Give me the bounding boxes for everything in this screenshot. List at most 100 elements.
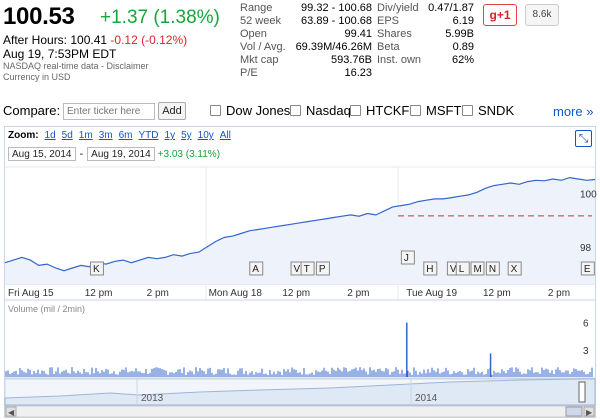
navigator-handle[interactable] <box>578 381 586 403</box>
end-date-field[interactable]: Aug 19, 2014 <box>87 147 155 161</box>
range-navigator[interactable]: 2013 2014 <box>4 378 596 406</box>
after-hours: After Hours: 100.41 -0.12 (-0.12%) <box>3 33 187 47</box>
event-marker[interactable]: K <box>89 261 104 276</box>
event-marker[interactable]: M <box>470 261 485 276</box>
event-marker[interactable]: H <box>423 261 438 276</box>
compare-htckf-label: HTCKF <box>366 103 410 118</box>
date-range-separator: - <box>79 148 84 160</box>
compare-nasdaq-label: Nasdaq <box>306 103 351 118</box>
y-tick-label: 98 <box>580 243 592 254</box>
currency-note: Currency in USD <box>3 72 71 82</box>
zoom-6m[interactable]: 6m <box>118 130 133 141</box>
stat-div-yield: Div/yield 0.47/1.87 <box>377 2 474 14</box>
x-tick-label: 12 pm <box>282 288 310 299</box>
event-marker[interactable]: N <box>485 261 500 276</box>
stat-shares: Shares 5.99B <box>377 28 474 40</box>
zoom-3m[interactable]: 3m <box>98 130 113 141</box>
x-tick-label: 2 pm <box>548 288 570 299</box>
x-tick-label: 12 pm <box>483 288 511 299</box>
svg-text:▶: ▶ <box>586 408 593 417</box>
start-date-field[interactable]: Aug 15, 2014 <box>8 147 76 161</box>
date-range: Aug 15, 2014- Aug 19, 2014 +3.03 (3.11%) <box>8 147 220 161</box>
zoom-5d[interactable]: 5d <box>61 130 73 141</box>
zoom-bar: Zoom: 1d 5d 1m 3m 6m YTD 1y 5y 10y All <box>8 130 231 141</box>
stats-right: Div/yield 0.47/1.87 EPS 6.19 Shares 5.99B B… <box>377 2 474 70</box>
after-hours-label: After Hours: <box>3 33 68 47</box>
svg-text:T: T <box>304 264 310 275</box>
svg-text:P: P <box>319 264 326 275</box>
svg-text:X: X <box>511 264 518 275</box>
svg-text:M: M <box>474 264 482 275</box>
scroll-left-arrow-icon[interactable] <box>5 406 17 417</box>
price-area <box>5 177 595 284</box>
stat-beta: Beta 0.89 <box>377 41 474 53</box>
svg-text:N: N <box>489 264 496 275</box>
checkbox-sndk[interactable] <box>462 105 473 116</box>
zoom-all[interactable]: All <box>219 130 231 141</box>
x-tick-label: Fri Aug 15 <box>8 288 54 299</box>
scroll-thumb[interactable] <box>565 406 583 417</box>
zoom-5y[interactable]: 5y <box>181 130 192 141</box>
y-tick-label: 100 <box>580 190 597 201</box>
scroll-right-arrow-icon[interactable] <box>583 406 595 417</box>
gplus-count: 8.6k <box>525 4 559 26</box>
more-tickers-link[interactable]: more » <box>553 104 594 119</box>
compare-msft-label: MSFT <box>426 103 462 118</box>
zoom-ytd[interactable]: YTD <box>138 130 159 141</box>
svg-text:A: A <box>252 264 259 275</box>
zoom-label: Zoom: <box>8 130 39 141</box>
event-marker[interactable]: P <box>315 261 330 276</box>
range-change: +3.03 (3.11%) <box>157 149 221 160</box>
stat-market-cap: Mkt cap 593.76B <box>240 54 372 66</box>
stat-pe: P/E 16.23 <box>240 67 372 79</box>
stat-inst-own: Inst. own 62% <box>377 54 474 66</box>
volume-y-tick: 3 <box>583 346 589 357</box>
svg-text:V: V <box>450 264 457 275</box>
svg-text:E: E <box>584 264 591 275</box>
event-marker[interactable]: T <box>300 261 315 276</box>
stats-left: Range 99.32 - 100.68 52 week 63.89 - 100.6… <box>240 2 372 82</box>
event-marker[interactable]: L <box>455 261 470 276</box>
after-hours-change: -0.12 (-0.12%) <box>110 33 188 47</box>
event-marker[interactable]: A <box>249 261 264 276</box>
checkbox-dow-jones[interactable] <box>210 105 221 116</box>
price-change: +1.37 (1.38%) <box>100 7 220 28</box>
event-marker[interactable]: J <box>400 250 415 265</box>
svg-text:K: K <box>93 264 100 275</box>
volume-label: Volume (mil / 2min) <box>8 304 85 314</box>
compare-sndk-label: SNDK <box>478 103 515 118</box>
compare-ticker-input[interactable] <box>63 103 155 120</box>
compare-label: Compare: <box>3 103 61 118</box>
gplus-button[interactable]: g+1 <box>483 4 517 26</box>
after-hours-price: 100.41 <box>70 33 108 47</box>
volume-y-tick: 6 <box>583 319 589 330</box>
x-tick-label: 12 pm <box>85 288 113 299</box>
x-tick-label: 2 pm <box>147 288 169 299</box>
add-ticker-button[interactable]: Add <box>158 102 186 120</box>
navigator-label-2013: 2013 <box>141 393 164 404</box>
event-marker[interactable]: X <box>507 261 522 276</box>
stat-volume: Vol / Avg. 69.39M/46.26M <box>240 41 372 53</box>
navigator-label-2014: 2014 <box>415 393 438 404</box>
data-source[interactable]: NASDAQ real-time data - Disclaimer <box>3 61 149 71</box>
checkbox-nasdaq[interactable] <box>290 105 301 116</box>
stat-range: Range 99.32 - 100.68 <box>240 2 372 14</box>
quote-datetime: Aug 19, 7:53PM EDT <box>3 47 117 61</box>
checkbox-msft[interactable] <box>410 105 421 116</box>
chart-scrollbar[interactable]: ◀ ▶ <box>4 405 596 418</box>
event-marker[interactable]: E <box>580 261 595 276</box>
svg-text:V: V <box>294 264 301 275</box>
zoom-1m[interactable]: 1m <box>78 130 93 141</box>
svg-text:H: H <box>426 264 433 275</box>
checkbox-htckf[interactable] <box>350 105 361 116</box>
stat-open: Open 99.41 <box>240 28 372 40</box>
stock-price: 100.53 <box>3 3 75 30</box>
stat-eps: EPS 6.19 <box>377 15 474 27</box>
zoom-10y[interactable]: 10y <box>197 130 214 141</box>
x-tick-label: 2 pm <box>347 288 369 299</box>
x-tick-label: Mon Aug 18 <box>209 288 263 299</box>
expand-chart-icon[interactable]: ⤡ <box>575 130 592 147</box>
zoom-1d[interactable]: 1d <box>44 130 56 141</box>
zoom-1y[interactable]: 1y <box>164 130 176 141</box>
